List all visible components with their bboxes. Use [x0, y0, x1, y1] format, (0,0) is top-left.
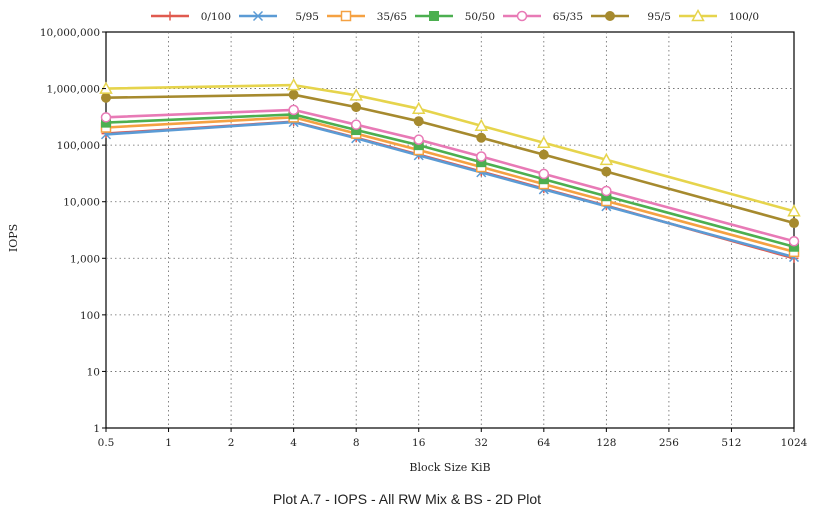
data-point — [101, 92, 111, 103]
legend-marker — [516, 10, 528, 22]
x-tick-label: 64 — [537, 437, 551, 449]
legend-marker — [605, 11, 615, 21]
data-point — [538, 168, 550, 180]
x-tick-label: 16 — [412, 437, 426, 449]
legend-label: 0/100 — [201, 11, 231, 23]
series-line — [105, 93, 795, 225]
data-point — [476, 132, 487, 143]
legend-label: 35/65 — [377, 11, 407, 23]
y-tick-label: 100 — [80, 310, 100, 322]
legend-marker — [252, 10, 264, 22]
y-tick-label: 1 — [93, 423, 100, 435]
series-0-100 — [101, 117, 799, 263]
legend-marker — [165, 11, 175, 21]
x-tick-label: 8 — [353, 437, 360, 449]
x-tick-label: 1024 — [781, 437, 808, 449]
y-tick-label: 10 — [87, 366, 100, 378]
data-point — [100, 112, 112, 123]
data-point — [349, 88, 363, 101]
series-layer — [99, 78, 801, 263]
x-tick-label: 512 — [721, 437, 741, 449]
data-point — [351, 102, 362, 113]
data-point — [350, 119, 362, 130]
data-point — [413, 134, 424, 145]
series-65-35 — [100, 104, 800, 247]
data-point — [413, 116, 424, 127]
x-axis-ticks: 0.5 1 2 4 8 16 32 64 128 256 512 1024 — [98, 428, 808, 449]
legend: 0/100 5/95 35/65 50/50 65/35 95/5 100/0 — [151, 8, 759, 23]
chart-title: Plot A.7 - IOPS - All RW Mix & BS - 2D P… — [272, 491, 542, 507]
series-line — [105, 120, 795, 260]
x-tick-label: 2 — [228, 437, 235, 449]
legend-label: 65/35 — [553, 11, 583, 23]
series-line — [105, 108, 795, 243]
legend-entry: 100/0 — [679, 8, 759, 23]
x-tick-label: 128 — [596, 437, 616, 449]
data-point — [601, 185, 612, 197]
y-tick-label: 10,000,000 — [40, 27, 100, 39]
y-tick-label: 1,000 — [70, 253, 100, 265]
x-tick-label: 32 — [475, 437, 488, 449]
legend-entry: 5/95 — [239, 10, 319, 23]
legend-marker — [429, 11, 439, 21]
data-point — [288, 89, 299, 100]
series-line — [105, 120, 795, 259]
x-tick-label: 256 — [659, 437, 679, 449]
data-point — [286, 78, 301, 91]
legend-label: 95/5 — [647, 11, 671, 23]
x-tick-label: 0.5 — [98, 437, 115, 449]
y-tick-label: 100,000 — [57, 140, 100, 152]
legend-entry: 50/50 — [415, 11, 495, 23]
y-tick-label: 10,000 — [63, 197, 100, 209]
data-point — [476, 151, 487, 162]
series-line — [105, 83, 795, 213]
data-point — [288, 104, 299, 116]
legend-entry: 0/100 — [151, 11, 231, 23]
data-point — [599, 152, 614, 166]
legend-label: 100/0 — [729, 11, 759, 23]
y-axis-label: IOPS — [7, 224, 20, 252]
x-axis-label: Block Size KiB — [409, 461, 490, 474]
series-100-0 — [99, 78, 801, 217]
legend-entry: 95/5 — [591, 11, 671, 23]
data-point — [474, 118, 489, 132]
data-point — [789, 218, 799, 229]
data-point — [601, 166, 612, 177]
series-line — [105, 113, 795, 248]
data-point — [538, 149, 549, 160]
series-line — [105, 116, 795, 254]
plot-frame — [105, 31, 795, 429]
data-point — [787, 204, 801, 217]
x-tick-label: 4 — [290, 437, 297, 449]
legend-marker — [691, 8, 705, 22]
legend-label: 50/50 — [465, 11, 495, 23]
series-95-5 — [101, 89, 799, 229]
legend-entry: 35/65 — [327, 10, 407, 23]
y-axis-ticks: 1 10 100 1,000 10,000 100,000 1,000,000 10,000,… — [40, 27, 106, 435]
legend-marker — [340, 10, 352, 22]
data-point — [411, 101, 426, 114]
grid-lines — [105, 31, 795, 429]
data-point — [788, 236, 800, 247]
y-tick-label: 1,000,000 — [47, 84, 100, 96]
series-5-95 — [100, 117, 800, 263]
legend-entry: 65/35 — [503, 10, 583, 23]
legend-label: 5/95 — [295, 11, 319, 23]
x-tick-label: 1 — [165, 437, 172, 449]
data-point — [537, 135, 551, 149]
